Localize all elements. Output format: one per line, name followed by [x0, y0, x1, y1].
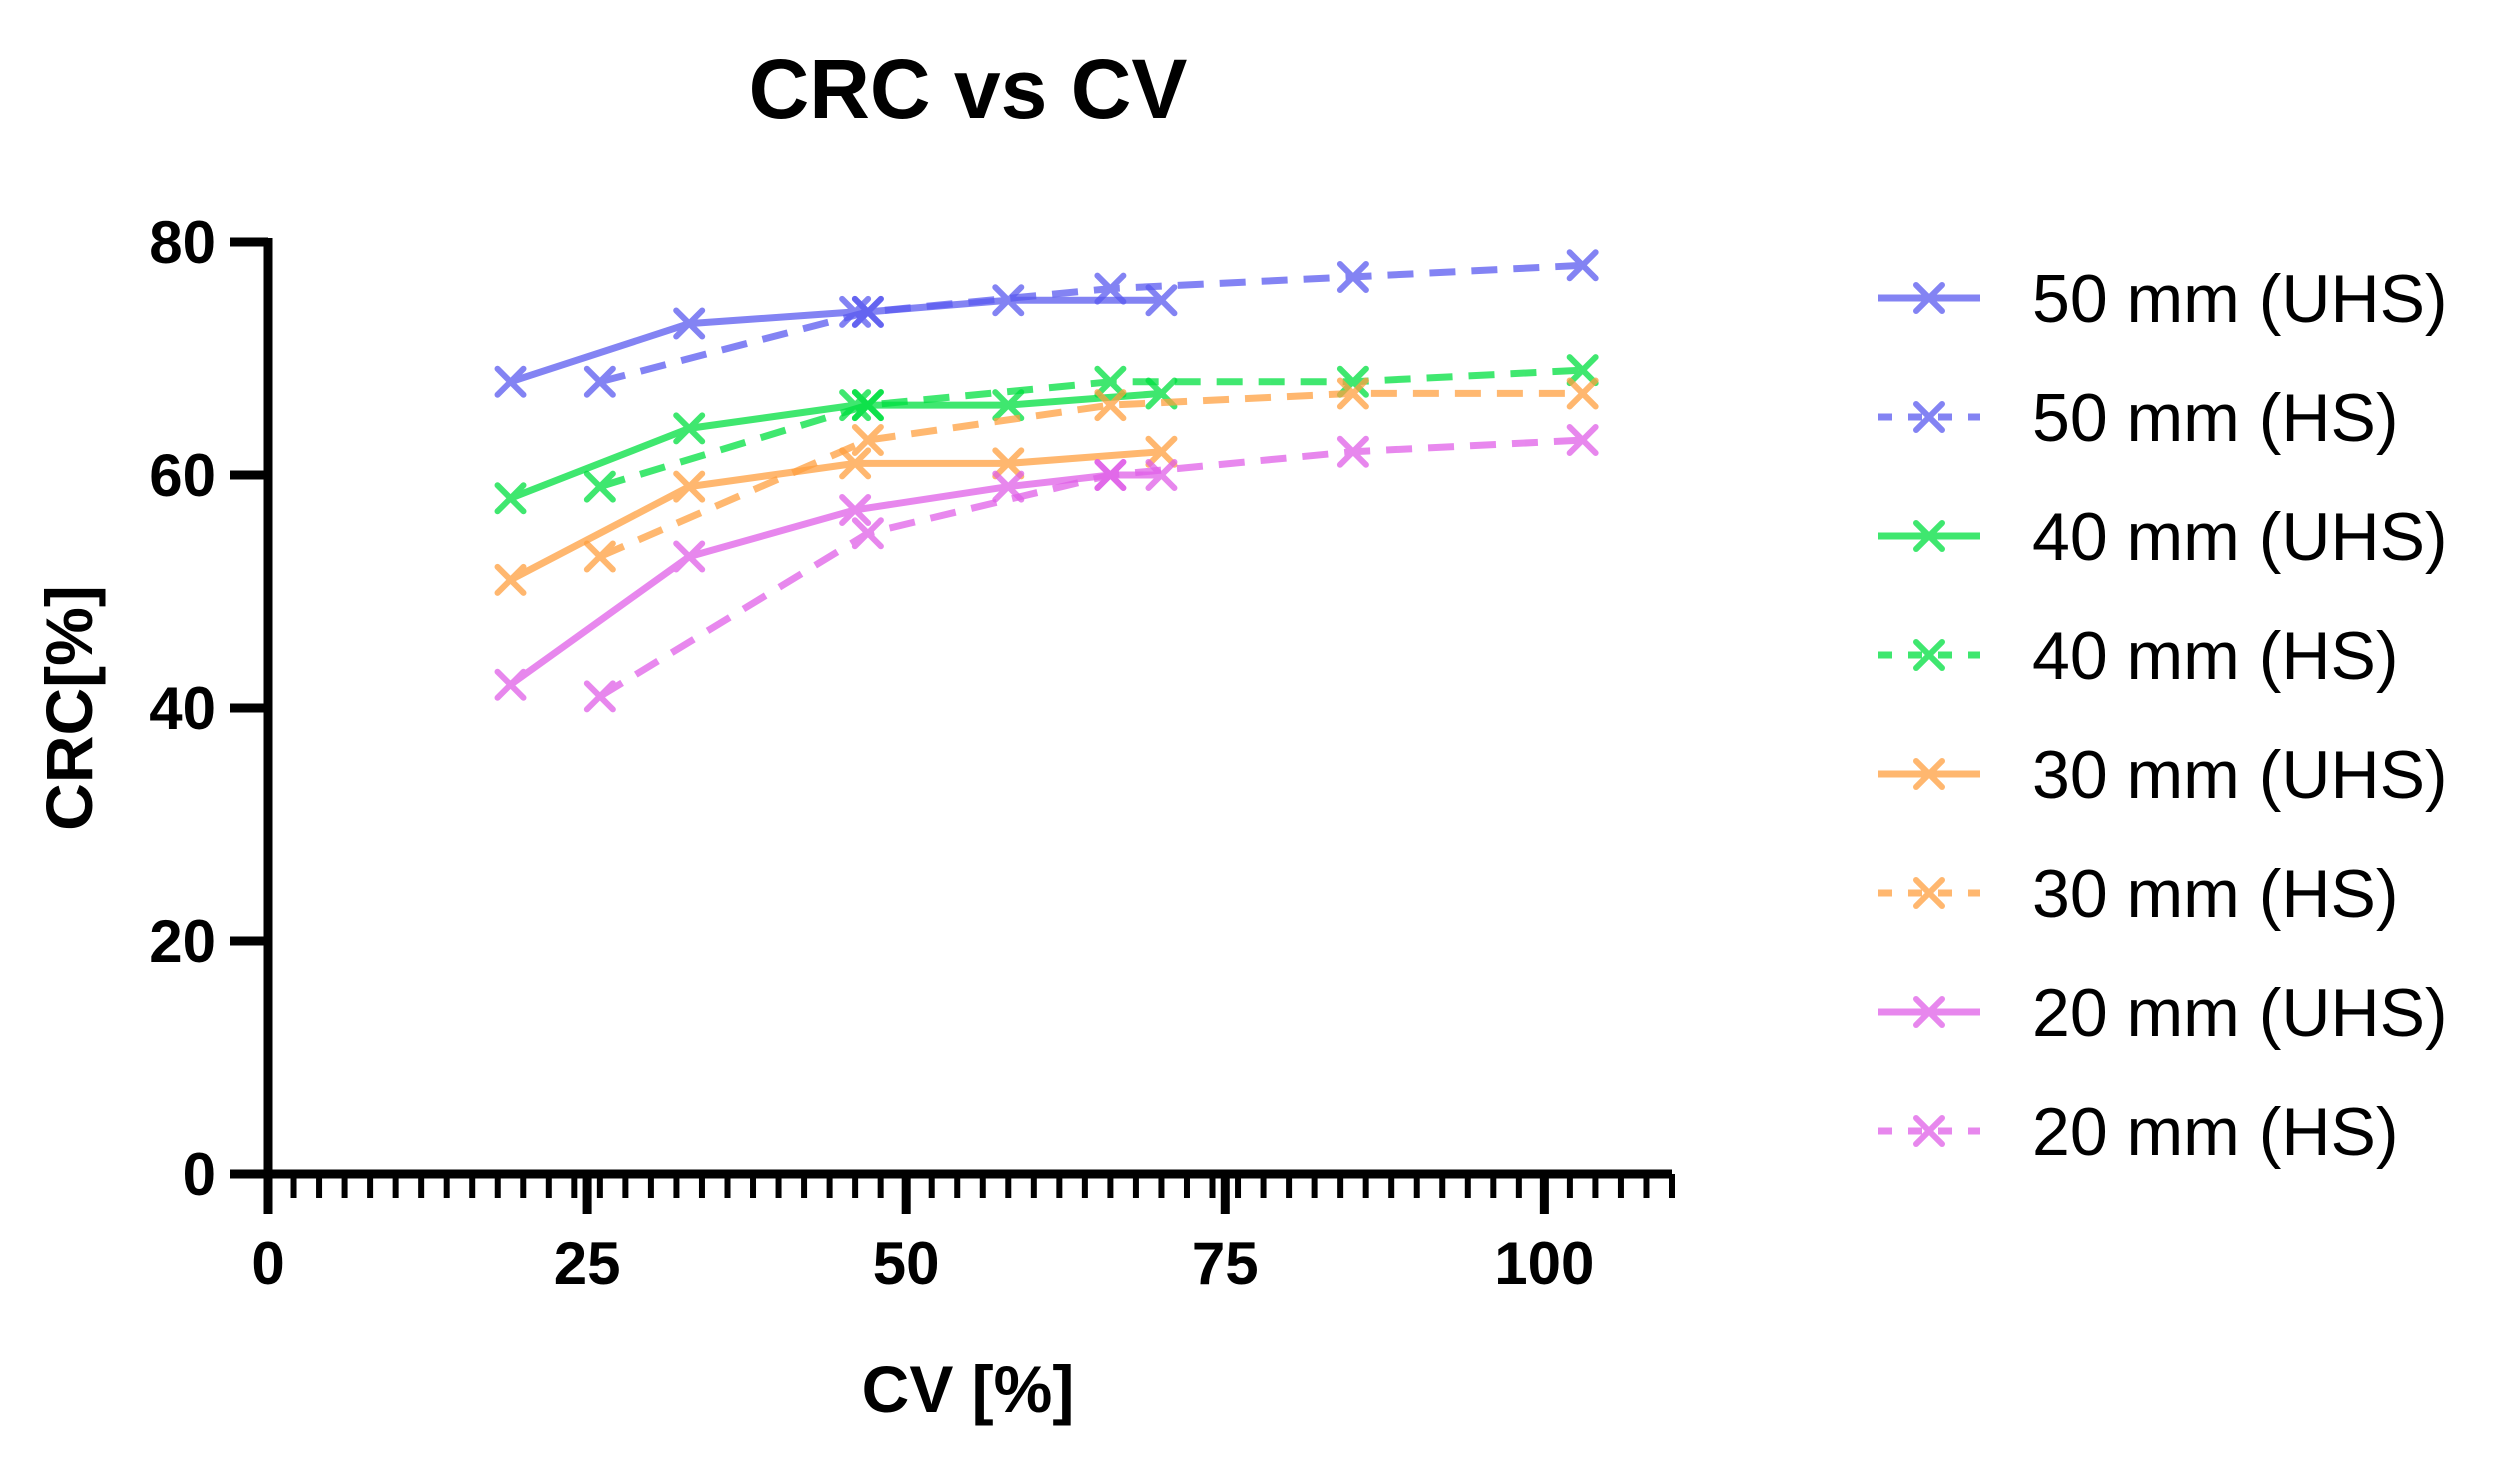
data-point	[1094, 272, 1127, 305]
series-line-40-mm-hs	[598, 366, 1583, 490]
x-tick-label: 25	[554, 1230, 621, 1297]
legend-item-30-mm-uhs: 30 mm (UHS)	[1878, 737, 2448, 813]
data-point	[494, 482, 527, 515]
data-point	[1566, 377, 1599, 410]
legend-swatch	[1878, 1115, 1980, 1147]
data-point	[494, 563, 527, 596]
legend-item-20-mm-uhs: 20 mm (UHS)	[1878, 975, 2448, 1051]
data-point	[583, 365, 616, 398]
legend-marker	[1913, 639, 1945, 671]
legend-label: 30 mm (HS)	[2032, 856, 2398, 932]
x-tick-label: 100	[1494, 1230, 1594, 1297]
series-30-mm-uhs	[494, 435, 1178, 596]
legend-item-50-mm-uhs: 50 mm (UHS)	[1878, 261, 2448, 337]
chart-title: CRC vs CV	[749, 42, 1188, 136]
data-point	[1145, 459, 1178, 491]
legend-label: 20 mm (UHS)	[2032, 975, 2448, 1051]
data-point	[583, 540, 616, 573]
legend-marker	[1913, 401, 1945, 433]
legend-item-40-mm-hs: 40 mm (HS)	[1878, 618, 2398, 694]
data-point	[992, 447, 1025, 480]
data-point	[851, 424, 884, 457]
data-point	[1094, 389, 1127, 422]
x-tick-label: 50	[873, 1230, 940, 1297]
data-point	[1336, 260, 1369, 293]
series-line-30-mm-hs	[598, 389, 1583, 560]
legend-item-20-mm-hs: 20 mm (HS)	[1878, 1094, 2398, 1170]
legend-swatch	[1878, 996, 1980, 1028]
series-line-20-mm-uhs	[508, 471, 1162, 688]
axes-layer: 0 25 50 75 100 0 20 40 60 80	[149, 209, 1675, 1297]
data-point	[494, 668, 527, 701]
legend-item-30-mm-hs: 30 mm (HS)	[1878, 856, 2398, 932]
y-tick-label: 60	[149, 442, 216, 509]
data-point	[992, 389, 1025, 422]
data-point	[851, 389, 884, 422]
data-point	[673, 540, 706, 573]
plot-area: 0 25 50 75 100 0 20 40 60 80	[149, 209, 1675, 1297]
data-point	[673, 307, 706, 340]
legend-label: 40 mm (UHS)	[2032, 499, 2448, 575]
data-point	[1566, 424, 1599, 457]
legend-marker	[1913, 520, 1945, 552]
series-50-mm-hs	[583, 249, 1599, 398]
series-layer	[494, 249, 1599, 713]
data-point	[673, 412, 706, 445]
legend-item-50-mm-hs: 50 mm (HS)	[1878, 380, 2398, 456]
y-tick-label: 0	[183, 1141, 216, 1208]
data-point	[992, 284, 1025, 317]
legend: 50 mm (UHS) 50 mm (HS) 40 mm (UHS) 40 mm (H…	[1878, 261, 2448, 1170]
legend-label: 50 mm (UHS)	[2032, 261, 2448, 337]
series-20-mm-hs	[583, 424, 1599, 713]
legend-swatch	[1878, 282, 1980, 314]
y-tick-label: 80	[149, 209, 216, 276]
series-40-mm-hs	[583, 354, 1599, 503]
legend-label: 40 mm (HS)	[2032, 618, 2398, 694]
y-tick-label: 20	[149, 908, 216, 975]
legend-label: 30 mm (UHS)	[2032, 737, 2448, 813]
legend-swatch	[1878, 639, 1980, 671]
data-point	[1566, 249, 1599, 282]
data-point	[494, 365, 527, 398]
data-point	[1145, 435, 1178, 468]
series-30-mm-hs	[583, 377, 1599, 573]
legend-marker	[1913, 877, 1945, 909]
data-point	[851, 295, 884, 328]
legend-marker	[1913, 758, 1945, 790]
data-point	[839, 493, 872, 526]
legend-label: 20 mm (HS)	[2032, 1094, 2398, 1170]
x-tick-label: 75	[1192, 1230, 1259, 1297]
y-tick-label: 40	[149, 675, 216, 742]
data-point	[1566, 354, 1599, 387]
y-axis-label: CRC[%]	[32, 585, 106, 831]
legend-marker	[1913, 1115, 1945, 1147]
data-point	[851, 517, 884, 550]
legend-label: 50 mm (HS)	[2032, 380, 2398, 456]
data-point	[1094, 459, 1127, 491]
legend-swatch	[1878, 758, 1980, 790]
x-tick-label: 0	[251, 1230, 284, 1297]
x-axis-label: CV [%]	[862, 1352, 1075, 1426]
data-point	[583, 470, 616, 503]
legend-swatch	[1878, 877, 1980, 909]
series-20-mm-uhs	[494, 459, 1178, 701]
series-line-50-mm-hs	[599, 261, 1583, 386]
data-point	[839, 447, 872, 480]
data-point	[673, 470, 706, 503]
legend-swatch	[1878, 520, 1980, 552]
legend-marker	[1913, 282, 1945, 314]
legend-swatch	[1878, 401, 1980, 433]
data-point	[1145, 284, 1178, 317]
data-point	[1094, 365, 1127, 398]
data-point	[1336, 377, 1369, 410]
data-point	[583, 680, 616, 713]
legend-marker	[1913, 996, 1945, 1028]
data-point	[1336, 435, 1369, 468]
legend-item-40-mm-uhs: 40 mm (UHS)	[1878, 499, 2448, 575]
